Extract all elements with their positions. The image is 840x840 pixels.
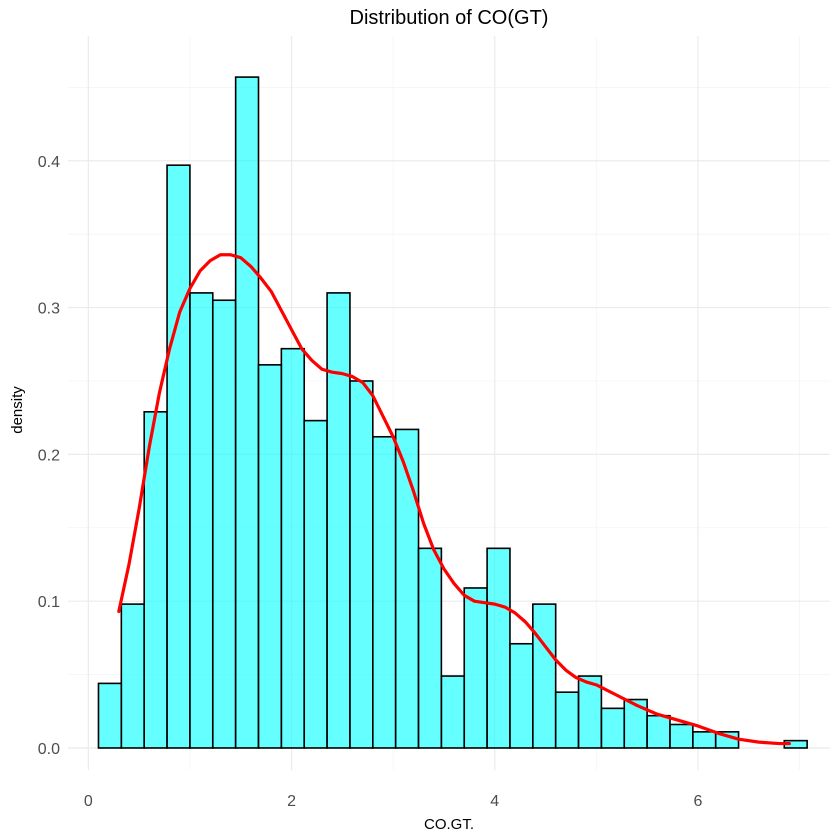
histogram-bar xyxy=(371,435,397,749)
histogram-bar xyxy=(349,380,374,749)
chart-title: Distribution of CO(GT) xyxy=(350,7,549,29)
histogram-bar xyxy=(211,299,237,749)
x-tick-label: 4 xyxy=(490,793,499,810)
histogram-bar xyxy=(692,731,717,749)
histogram-bar xyxy=(509,642,534,749)
x-tick-label: 2 xyxy=(287,793,296,810)
histogram-bar xyxy=(532,603,557,749)
x-tick-label: 0 xyxy=(84,793,93,810)
y-tick-label: 0.3 xyxy=(38,301,60,318)
y-tick-label: 0.0 xyxy=(38,741,60,758)
histogram-bar xyxy=(97,682,123,749)
histogram-bar xyxy=(120,603,145,749)
x-tick-label: 6 xyxy=(693,793,702,810)
histogram-bar xyxy=(417,547,443,749)
ticks-layer: 0 2 4 6 0.0 0.1 0.2 0.3 0.4 xyxy=(38,154,703,810)
histogram-bar xyxy=(440,675,466,749)
histogram-bar xyxy=(669,723,694,749)
histogram-bar xyxy=(486,547,511,749)
x-axis-label: CO.GT. xyxy=(424,816,474,833)
density-curve xyxy=(117,253,791,746)
histogram-bar xyxy=(280,347,306,749)
histogram-bar xyxy=(257,364,283,749)
y-tick-label: 0.1 xyxy=(38,594,60,611)
histogram-bar xyxy=(303,419,328,749)
histogram-bar xyxy=(234,76,260,749)
histogram-bar xyxy=(189,292,214,749)
histogram-bar xyxy=(166,164,191,749)
y-tick-label: 0.2 xyxy=(38,447,60,464)
y-axis-label: density xyxy=(9,386,26,434)
histogram-bar xyxy=(600,707,626,749)
histogram-bar xyxy=(554,691,580,749)
histogram-bar xyxy=(646,714,671,749)
histogram-bar xyxy=(326,292,351,749)
histogram-bar xyxy=(463,587,488,749)
bars-layer xyxy=(97,76,808,749)
density-curve-layer xyxy=(117,253,791,746)
y-tick-label: 0.4 xyxy=(38,154,60,171)
